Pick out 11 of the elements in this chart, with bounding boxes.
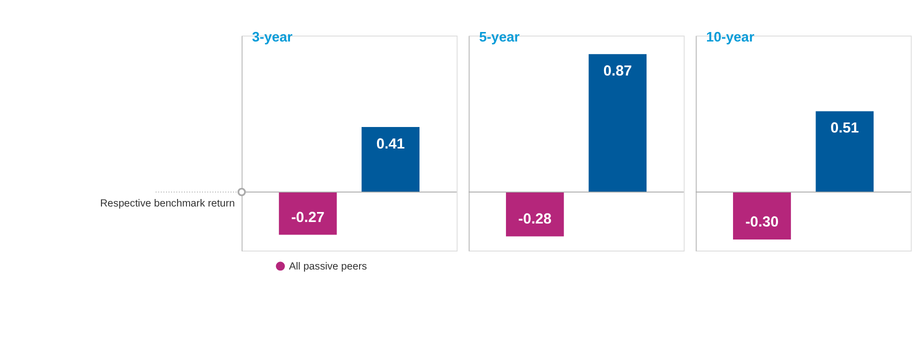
- data-label: -0.28: [518, 211, 552, 228]
- legend-label: All passive peers: [288, 262, 367, 273]
- data-label: 0.41: [376, 136, 405, 153]
- chart-title: 5-year: [479, 30, 520, 45]
- ref-line-label: Respective benchmark return: [100, 198, 236, 210]
- data-label: -0.27: [291, 210, 325, 226]
- data-label: 0.87: [603, 64, 632, 80]
- data-label: -0.30: [745, 214, 779, 231]
- chart-title: 10-year: [706, 30, 755, 45]
- data-label: 0.51: [830, 120, 859, 137]
- chart-title: 3-year: [252, 30, 294, 45]
